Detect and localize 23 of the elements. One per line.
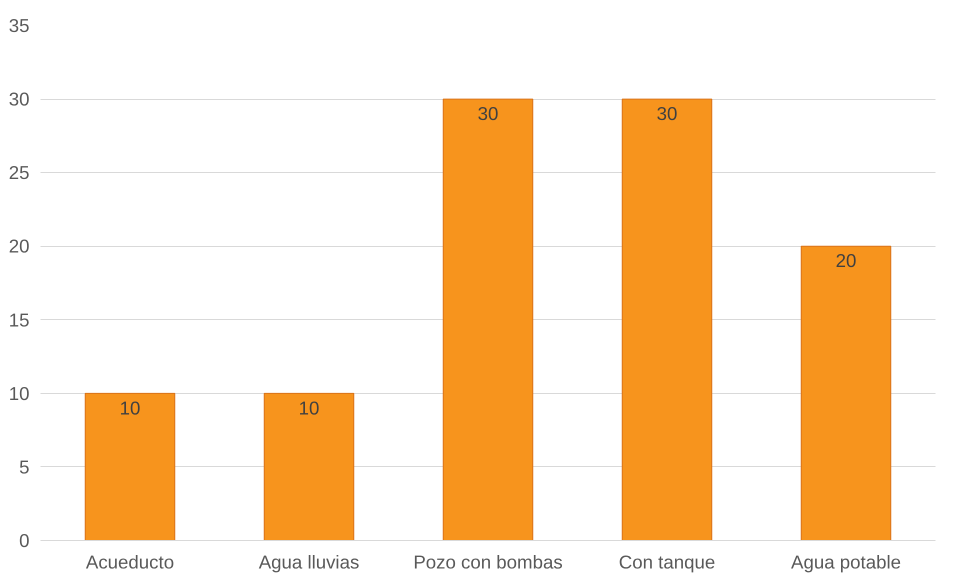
y-tick-label: 10 [8, 382, 30, 404]
y-tick-label: 20 [8, 236, 30, 257]
y-tick-label: 0 [19, 530, 30, 551]
data-label: 10 [298, 397, 320, 418]
y-tick-label: 30 [8, 88, 30, 110]
data-label: 30 [478, 103, 498, 124]
bar [622, 98, 712, 540]
y-tick-label: 5 [19, 456, 30, 478]
bar [800, 246, 892, 540]
data-label: 10 [120, 397, 140, 418]
y-tick-label: 25 [8, 162, 30, 184]
data-label: 30 [656, 103, 678, 124]
y-tick-label: 15 [8, 309, 30, 330]
x-tick-label: Pozo con bombas [413, 552, 563, 572]
bar [264, 392, 354, 540]
bar [442, 98, 534, 540]
x-tick-label: Agua potable [791, 552, 901, 572]
x-tick-label: Con tanque [618, 552, 716, 572]
data-label: 20 [836, 250, 856, 272]
y-tick-label: 35 [8, 15, 30, 36]
x-tick-label: Acueducto [86, 552, 174, 572]
x-tick-label: Agua lluvias [258, 552, 360, 572]
bar [84, 392, 176, 540]
